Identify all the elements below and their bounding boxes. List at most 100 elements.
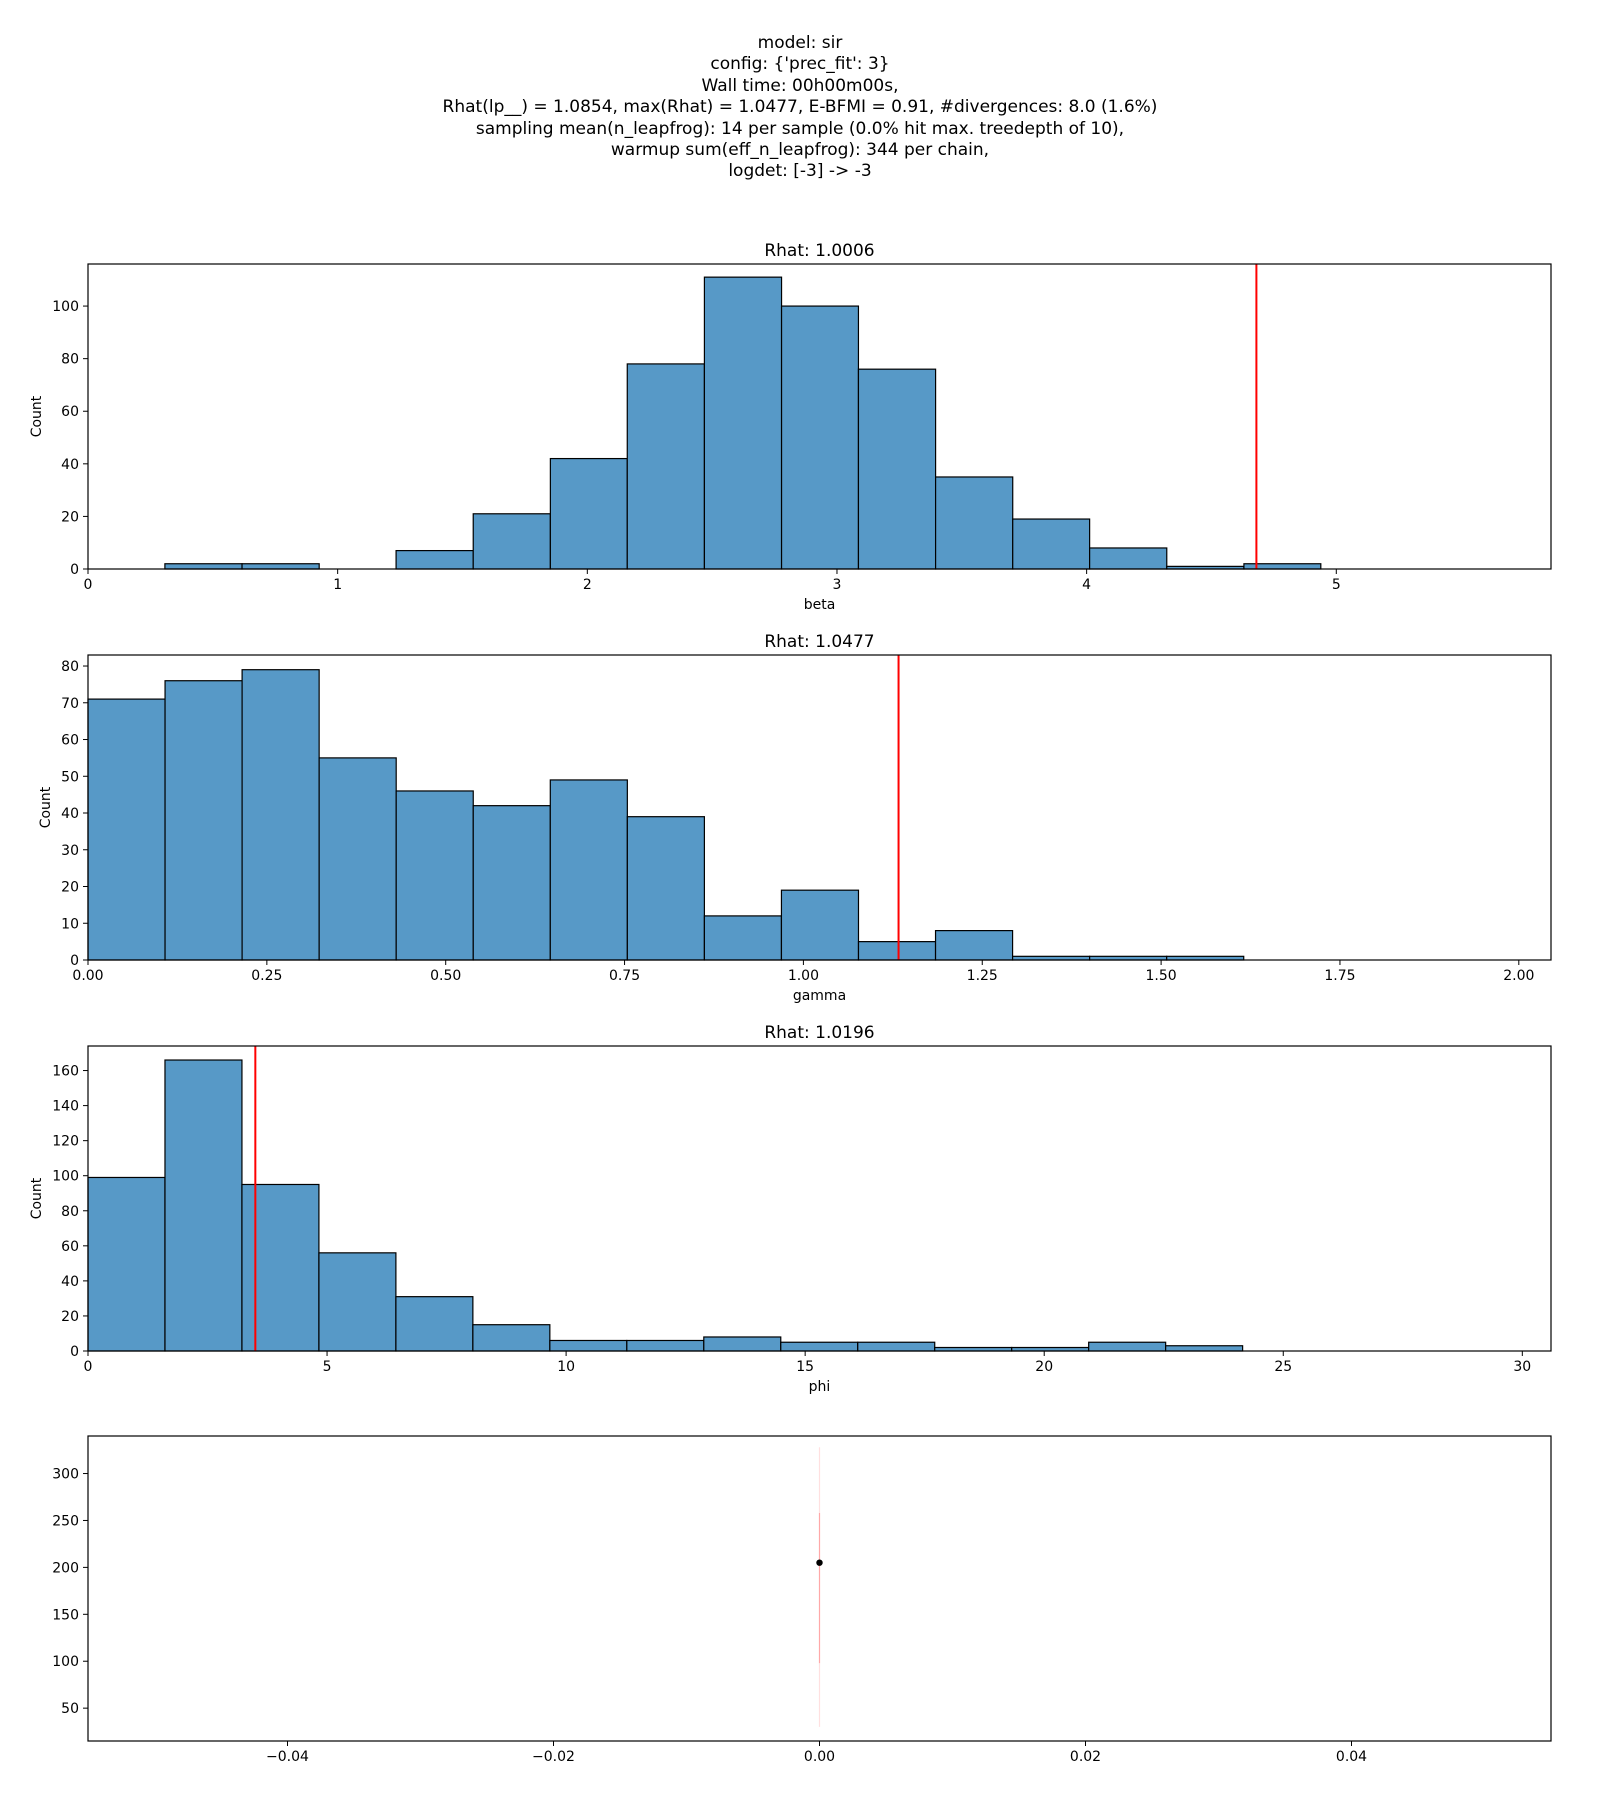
x-tick-label: −0.02 — [532, 1749, 575, 1765]
suptitle-line: logdet: [-3] -> -3 — [728, 161, 872, 182]
x-tick-label: 1 — [333, 577, 342, 593]
x-tick-label: 1.50 — [1146, 968, 1177, 984]
histogram-bar — [703, 1336, 782, 1352]
y-tick-label: 0 — [70, 953, 79, 969]
histogram-bar — [164, 563, 243, 570]
histogram-bar — [472, 1324, 551, 1352]
y-tick-label: 60 — [61, 404, 79, 420]
y-tick-label: 60 — [61, 733, 79, 749]
suptitle-line: warmup sum(eff_n_leapfrog): 344 per chai… — [610, 140, 990, 161]
y-tick-label: 100 — [52, 1169, 79, 1185]
x-tick-label: 0.04 — [1336, 1749, 1367, 1765]
x-tick-label: 2 — [583, 577, 592, 593]
y-tick-label: 150 — [52, 1607, 79, 1623]
histogram-bar — [626, 816, 705, 961]
y-tick-label: 250 — [52, 1513, 79, 1529]
histogram-bar — [857, 1341, 936, 1352]
suptitle-line: sampling mean(n_leapfrog): 14 per sample… — [475, 118, 1125, 139]
y-tick-label: 80 — [61, 352, 79, 368]
x-tick-label: 3 — [833, 577, 842, 593]
x-tick-label: 1.75 — [1324, 968, 1355, 984]
y-tick-label: 80 — [61, 1204, 79, 1220]
histogram-bar — [164, 680, 243, 961]
x-tick-label: 0 — [84, 1359, 93, 1375]
histogram-bar — [241, 1183, 320, 1352]
histogram-bar — [857, 941, 937, 961]
y-tick-label: 20 — [61, 880, 79, 896]
y-tick-label: 300 — [52, 1467, 79, 1483]
y-tick-label: 50 — [61, 1701, 79, 1717]
histogram-bar — [241, 669, 320, 961]
x-tick-label: 0 — [84, 577, 93, 593]
y-tick-label: 100 — [52, 1654, 79, 1670]
histogram-bar — [472, 513, 551, 570]
y-tick-label: 40 — [61, 806, 79, 822]
histogram-bar — [780, 889, 860, 961]
x-tick-label: 0.75 — [609, 968, 640, 984]
chart-panel-4: −0.04 −0.02 0.00 0.02 0.04 50 100 150 200 250 300 — [52, 1435, 1552, 1765]
histogram-bar — [780, 1341, 859, 1352]
suptitle-line: config: {'prec_fit': 3} — [710, 54, 890, 75]
y-tick-label: 200 — [52, 1560, 79, 1576]
histogram-bar — [549, 457, 628, 570]
histogram-bar — [472, 805, 551, 961]
chart-panel-3: 0 5 10 15 20 25 30 0 20 40 60 80 100 120 140 160 Rhat: 1… — [29, 1023, 1552, 1395]
chart-title: Rhat: 1.0006 — [764, 241, 874, 261]
chart-panel-2: 0.00 0.25 0.50 0.75 1.00 1.25 1.50 1.75 2.00 0 10 2… — [38, 632, 1552, 1004]
axes-frame — [87, 654, 1552, 961]
x-tick-label: 4 — [1082, 577, 1091, 593]
x-tick-label: 0.00 — [804, 1749, 835, 1765]
x-tick-label: 0.00 — [72, 968, 103, 984]
data-point — [816, 1559, 823, 1566]
histogram-bar — [1089, 547, 1168, 570]
histogram-bar — [395, 549, 474, 570]
x-tick-label: 10 — [557, 1359, 575, 1375]
histogram-bar — [549, 1339, 628, 1352]
histogram-bar — [626, 1339, 705, 1352]
y-axis-label: Count — [29, 1177, 45, 1219]
histogram-bar — [1088, 1341, 1167, 1352]
y-tick-label: 70 — [61, 696, 79, 712]
x-tick-label: 5 — [1332, 577, 1341, 593]
histogram-bar — [780, 305, 860, 570]
x-tick-label: 1.25 — [967, 968, 998, 984]
y-axis-label: Count — [29, 395, 45, 437]
suptitle-line: Rhat(lp__) = 1.0854, max(Rhat) = 1.0477,… — [442, 97, 1158, 118]
y-tick-label: 40 — [61, 457, 79, 473]
x-tick-label: 0.50 — [430, 968, 461, 984]
x-tick-label: 2.00 — [1503, 968, 1534, 984]
x-tick-label: 20 — [1035, 1359, 1053, 1375]
x-tick-label: 1.00 — [788, 968, 819, 984]
histogram-bar — [1165, 1345, 1244, 1352]
x-tick-label: 30 — [1513, 1359, 1531, 1375]
y-tick-label: 80 — [61, 659, 79, 675]
histogram-bar — [703, 915, 783, 961]
y-tick-label: 160 — [52, 1064, 79, 1080]
histogram-bar — [549, 779, 628, 961]
histogram-bar — [318, 1252, 397, 1352]
y-tick-label: 100 — [52, 299, 79, 315]
y-tick-label: 20 — [61, 509, 79, 525]
x-tick-label: −0.04 — [266, 1749, 309, 1765]
histogram-bar — [318, 757, 397, 961]
y-tick-label: 140 — [52, 1099, 79, 1115]
y-tick-label: 20 — [61, 1309, 79, 1325]
axes-frame — [87, 1045, 1552, 1352]
y-tick-label: 30 — [61, 843, 79, 859]
x-tick-label: 0.25 — [251, 968, 282, 984]
suptitle-line: model: sir — [757, 33, 843, 53]
histogram-bar — [87, 698, 166, 961]
x-tick-label: 25 — [1274, 1359, 1292, 1375]
y-axis-label: Count — [38, 786, 54, 828]
x-tick-label: 15 — [796, 1359, 814, 1375]
y-tick-label: 10 — [61, 916, 79, 932]
histogram-bar — [241, 563, 320, 570]
histogram-bar — [395, 790, 474, 961]
histogram-bar — [164, 1059, 243, 1352]
y-tick-label: 40 — [61, 1274, 79, 1290]
x-axis-label: phi — [809, 1379, 831, 1395]
histogram-bar — [626, 363, 706, 570]
suptitle-line: Wall time: 00h00m00s, — [701, 75, 899, 96]
y-tick-label: 60 — [61, 1239, 79, 1255]
